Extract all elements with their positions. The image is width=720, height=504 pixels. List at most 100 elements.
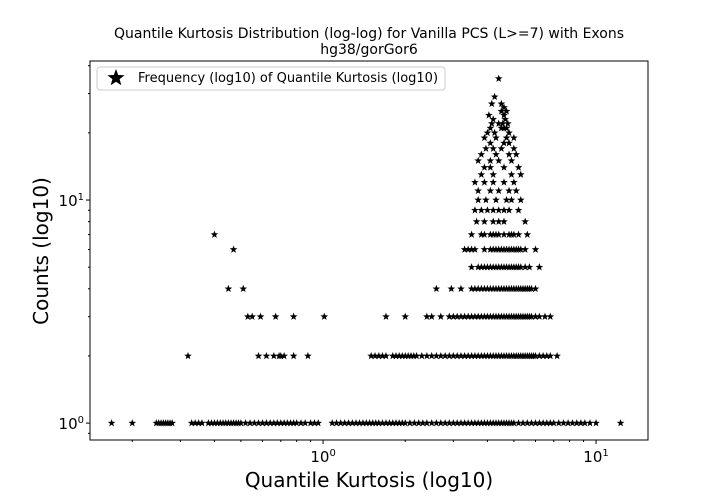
data-point — [483, 351, 492, 360]
data-point — [531, 419, 540, 427]
data-point — [510, 178, 518, 186]
data-point — [224, 284, 233, 293]
data-point — [401, 312, 410, 320]
data-point — [297, 419, 305, 427]
data-point — [523, 230, 532, 238]
data-point — [489, 178, 498, 186]
data-point — [258, 419, 267, 427]
data-point — [503, 119, 512, 127]
data-point — [477, 263, 486, 271]
data-point — [483, 284, 492, 293]
data-point — [447, 284, 456, 293]
data-point — [471, 206, 479, 214]
data-point — [445, 351, 454, 360]
data-point — [489, 230, 498, 238]
data-point — [467, 312, 476, 320]
data-point — [191, 419, 199, 427]
x-axis-ticks: 100 101 — [131, 440, 609, 466]
data-point — [546, 312, 555, 320]
data-point — [441, 419, 449, 427]
data-point — [401, 351, 410, 360]
data-point — [374, 351, 383, 360]
data-points — [107, 74, 625, 427]
data-point — [474, 263, 482, 271]
data-point — [521, 217, 529, 225]
data-point — [457, 312, 465, 320]
data-point — [572, 419, 581, 427]
data-point — [486, 284, 495, 293]
data-point — [248, 312, 257, 320]
data-point — [474, 312, 482, 320]
legend-star-marker — [107, 69, 125, 86]
data-point — [266, 419, 274, 427]
data-point — [301, 419, 309, 427]
y-axis-ticks: 100 101 — [59, 65, 90, 434]
data-point — [502, 196, 511, 204]
data-point — [449, 419, 458, 427]
data-point — [332, 419, 341, 427]
data-point — [542, 419, 551, 427]
data-point — [497, 107, 506, 115]
data-point — [262, 419, 271, 427]
data-point — [276, 351, 285, 360]
data-point — [523, 419, 532, 427]
y-axis-label: Counts (log10) — [29, 177, 53, 325]
data-point — [286, 419, 295, 427]
data-point — [207, 419, 216, 427]
data-point — [480, 178, 489, 186]
data-point — [502, 124, 511, 132]
data-point — [501, 115, 510, 123]
data-point — [486, 186, 495, 195]
data-point — [512, 186, 521, 195]
data-point — [494, 156, 503, 164]
data-point — [437, 351, 445, 360]
data-point — [453, 419, 462, 427]
data-point — [270, 419, 278, 427]
data-point — [246, 419, 254, 427]
data-point — [539, 351, 547, 360]
data-point — [483, 419, 492, 427]
data-point — [489, 170, 498, 178]
data-point — [541, 312, 549, 320]
data-point — [388, 419, 397, 427]
legend: Frequency (log10) of Quantile Kurtosis (… — [96, 66, 446, 91]
data-point — [418, 351, 426, 360]
data-point — [559, 419, 568, 427]
data-point — [514, 206, 523, 214]
data-point — [527, 312, 536, 320]
data-point — [500, 163, 508, 171]
data-point — [477, 206, 486, 214]
data-point — [492, 133, 500, 142]
data-point — [486, 163, 495, 171]
x-axis-label: Quantile Kurtosis (log10) — [245, 468, 493, 492]
data-point — [328, 419, 337, 427]
data-point — [367, 351, 375, 360]
data-point — [464, 312, 472, 320]
legend-label: Frequency (log10) of Quantile Kurtosis (… — [138, 71, 438, 86]
data-point — [483, 128, 492, 137]
data-point — [516, 263, 525, 271]
data-point — [505, 206, 513, 214]
data-point — [494, 119, 503, 127]
data-point — [423, 312, 431, 320]
data-point — [500, 217, 508, 225]
data-point — [464, 245, 472, 253]
data-point — [378, 351, 387, 360]
data-point — [423, 351, 431, 360]
data-point — [480, 351, 489, 360]
data-point — [388, 351, 397, 360]
data-point — [368, 419, 377, 427]
data-point — [198, 419, 206, 427]
data-point — [490, 128, 499, 137]
data-point — [412, 351, 421, 360]
data-point — [510, 230, 518, 238]
data-point — [521, 263, 529, 271]
data-point — [510, 419, 518, 427]
data-point — [489, 419, 498, 427]
data-point — [535, 351, 544, 360]
data-point — [250, 419, 259, 427]
data-point — [414, 419, 423, 427]
data-point — [427, 312, 436, 320]
data-point — [241, 419, 250, 427]
data-point — [480, 245, 489, 253]
